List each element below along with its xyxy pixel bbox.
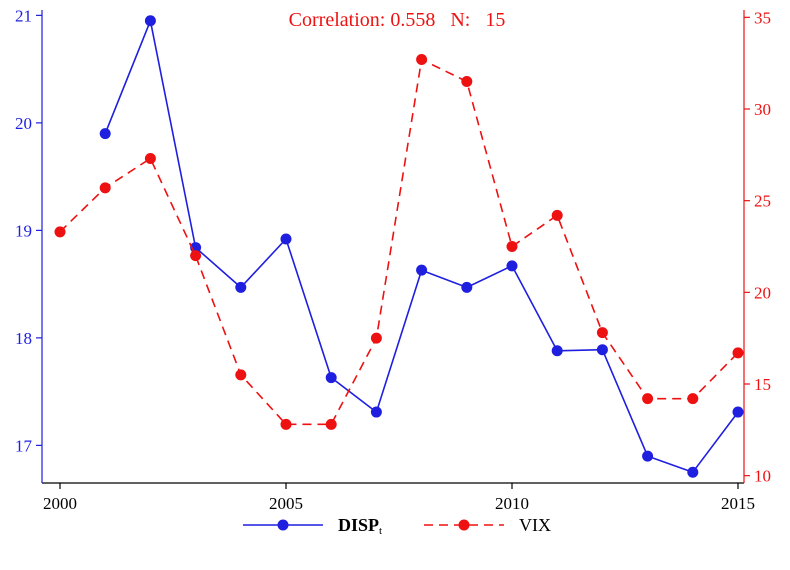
data-point-vix xyxy=(732,347,744,359)
series-disp xyxy=(99,15,744,478)
data-point-disp xyxy=(461,281,473,293)
right-y-tick-label: 25 xyxy=(754,192,771,211)
left-y-tick-label: 19 xyxy=(15,221,32,240)
data-point-vix xyxy=(190,250,202,262)
data-point-disp xyxy=(280,233,292,245)
x-tick-label: 2010 xyxy=(495,494,529,513)
data-point-vix xyxy=(235,369,247,381)
right-y-tick-label: 15 xyxy=(754,375,771,394)
data-point-vix xyxy=(325,418,337,430)
x-tick-label: 2005 xyxy=(269,494,303,513)
data-point-vix xyxy=(416,54,428,65)
series-vix xyxy=(54,54,744,430)
right-y-tick-label: 30 xyxy=(754,100,771,119)
data-point-disp xyxy=(596,344,608,356)
data-point-disp xyxy=(687,466,699,478)
legend-item-disp: DISPt xyxy=(243,515,382,537)
axes: 2000 2005 2010 2015 17 18 19 20 21 10 15 20 25 30 35 xyxy=(15,6,771,513)
series xyxy=(54,15,744,478)
data-point-disp xyxy=(370,406,382,418)
data-point-disp xyxy=(642,450,654,462)
data-point-vix xyxy=(144,153,156,164)
data-point-disp xyxy=(416,264,428,276)
data-point-vix xyxy=(551,209,563,221)
right-y-tick-label: 20 xyxy=(754,283,771,302)
data-point-vix xyxy=(461,76,473,87)
data-point-vix xyxy=(99,182,111,194)
left-y-tick-label: 18 xyxy=(15,329,32,348)
data-point-disp xyxy=(551,345,563,357)
data-point-vix xyxy=(596,327,608,339)
correlation-annotation: Correlation: 0.558 N: 15 xyxy=(289,9,506,31)
right-y-tick-label: 10 xyxy=(754,467,771,486)
data-point-disp xyxy=(99,128,111,140)
data-point-vix xyxy=(370,332,382,344)
data-point-vix xyxy=(687,393,699,405)
data-point-disp xyxy=(506,260,518,272)
legend-label-disp: DISPt xyxy=(338,515,382,537)
left-y-tick-label: 17 xyxy=(15,436,33,455)
data-point-disp xyxy=(732,406,744,418)
series-line-vix xyxy=(59,58,739,426)
left-y-tick-label: 20 xyxy=(15,114,32,133)
data-point-disp xyxy=(325,372,337,384)
x-tick-label: 2000 xyxy=(43,494,77,513)
data-point-vix xyxy=(280,418,292,430)
data-point-disp xyxy=(235,281,247,293)
x-tick-label: 2015 xyxy=(721,494,755,513)
legend-label-vix: VIX xyxy=(519,515,551,535)
legend-marker-vix xyxy=(458,519,470,531)
data-point-vix xyxy=(642,393,654,405)
right-y-tick-label: 35 xyxy=(754,8,771,27)
legend: DISPt VIX xyxy=(243,515,551,537)
data-point-vix xyxy=(54,226,66,238)
data-point-vix xyxy=(506,241,518,252)
left-y-tick-label: 21 xyxy=(15,6,32,25)
legend-marker-disp xyxy=(277,519,289,531)
data-point-disp xyxy=(144,15,156,27)
legend-item-vix: VIX xyxy=(424,515,551,535)
